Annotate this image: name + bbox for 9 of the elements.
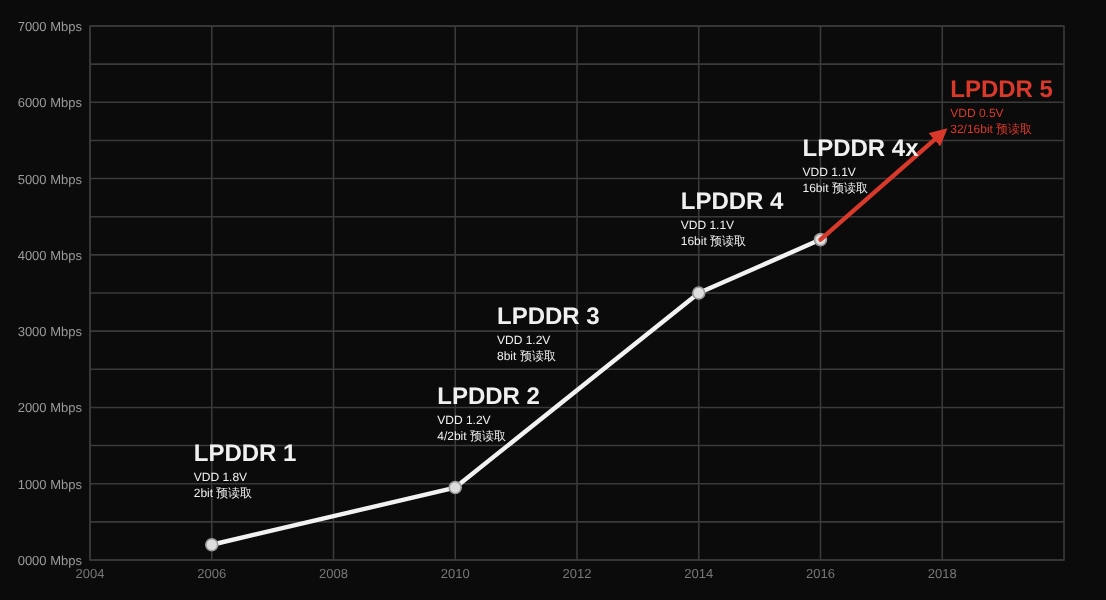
annotation: LPDDR 5 VDD 0.5V 32/16bit 预读取 [950,74,1054,137]
point [691,286,706,300]
annotation: LPDDR 4 VDD 1.1V 16bit 预读取 [680,187,785,249]
point [448,480,463,495]
annotation: LPDDR 1 VDD 1.8V 2bit 预读取 [193,438,298,501]
point [204,537,219,552]
annotation: LPDDR 4x VDD 1.1V 16bit 预读取 [802,133,920,196]
annotation: LPDDR 3 VDD 1.2V 8bit 预读取 [497,302,601,365]
annotation: LPDDR 2 VDD 1.2V 4/2bit 预读取 [437,381,541,444]
